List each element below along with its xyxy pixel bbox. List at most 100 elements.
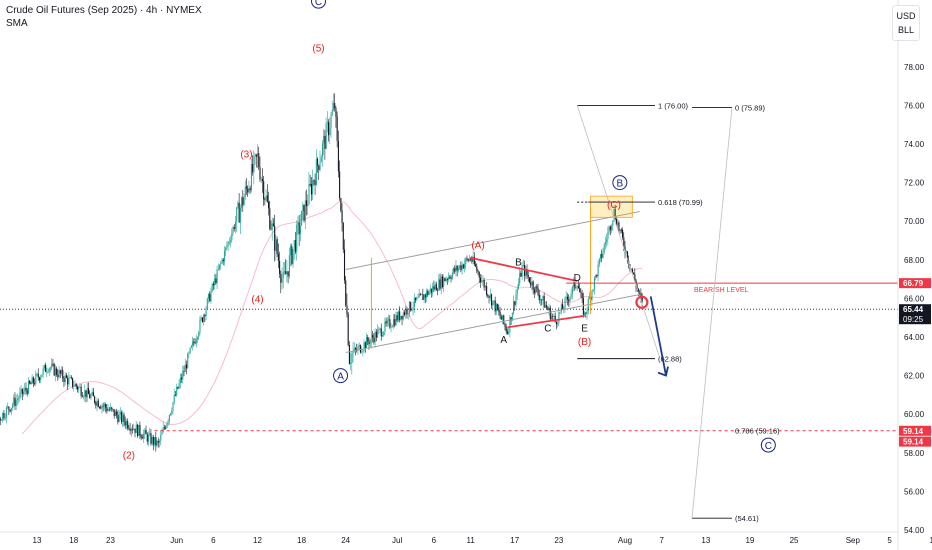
candle-body: [493, 300, 495, 302]
candle-body: [526, 269, 528, 276]
chart-header: Crude Oil Futures (Sep 2025) · 4h · NYME…: [6, 4, 202, 30]
candle-body: [21, 388, 23, 395]
candle-body: [331, 109, 333, 115]
candle-body: [509, 317, 511, 332]
candle-body: [168, 415, 170, 421]
currency-unit-button[interactable]: USD BLL: [892, 5, 920, 41]
candle-body: [494, 300, 496, 312]
candle-body: [303, 204, 305, 221]
candle-body: [438, 279, 440, 291]
candle-body: [84, 390, 86, 397]
candle-body: [457, 267, 459, 271]
candle-body: [450, 278, 452, 279]
candle-body: [94, 396, 96, 403]
candle-body: [336, 116, 338, 141]
candle-body: [146, 434, 148, 442]
candle-body: [286, 271, 288, 275]
candle-body: [276, 239, 278, 255]
candle-body: [298, 222, 300, 235]
candle-body: [49, 367, 52, 369]
candle-body: [199, 319, 201, 333]
candle-body: [553, 316, 555, 317]
wave-circle: [311, 0, 327, 9]
candle-body: [511, 312, 513, 321]
candle-body: [58, 370, 60, 378]
wave-label: (5): [312, 44, 324, 55]
candle-body: [558, 312, 560, 323]
wave-label: D: [574, 273, 581, 284]
candle-body: [503, 315, 505, 324]
candle-body: [467, 259, 469, 261]
price-axis[interactable]: 78.00 76.00 74.00 72.00 70.00 68.00 66.00 64.00…: [897, 0, 932, 550]
fib-label-5461: (54.61): [735, 514, 759, 523]
candle-body: [123, 414, 125, 422]
candle-body: [608, 226, 610, 232]
sma-line: [21, 201, 643, 435]
time-tick-label: 23: [106, 536, 115, 545]
candle-body: [489, 294, 491, 298]
candle-body: [449, 276, 451, 279]
candle-body: [343, 249, 346, 281]
candle-body: [318, 165, 320, 170]
indicator-label[interactable]: SMA: [6, 18, 28, 29]
candle-body: [320, 156, 322, 163]
candle-body: [471, 259, 473, 262]
candle-body: [105, 404, 107, 408]
candle-body: [313, 180, 315, 182]
candle-body: [138, 424, 140, 436]
time-tick-label: 7: [660, 536, 665, 545]
candle-body: [83, 396, 85, 398]
candle-body: [74, 383, 76, 387]
candle-body: [521, 265, 523, 277]
candle-body: [64, 375, 66, 382]
candle-body: [369, 339, 371, 345]
candle-body: [47, 371, 49, 373]
candle-body: [359, 345, 361, 353]
candle-body: [539, 299, 542, 301]
candle-body: [348, 344, 350, 364]
time-axis[interactable]: 13 18 23 Jun 6 12 18 24 Jul 6 11 17 23 Aug 7 13 19 25 Sep 5…: [0, 531, 932, 545]
time-tick-label: Sep: [846, 536, 861, 545]
candle-body: [597, 264, 599, 277]
candle-body: [401, 315, 403, 320]
candle-body: [200, 317, 202, 320]
candle-body: [372, 335, 374, 338]
candle-body: [475, 264, 477, 267]
candle-body: [54, 368, 56, 376]
candle-body: [497, 304, 499, 310]
fib-label-618: 0.618 (70.99): [658, 198, 703, 207]
candle-body: [51, 363, 53, 368]
candle-body: [215, 278, 217, 284]
price-badge-bg: [899, 425, 931, 436]
price-tick-label: 70.00: [904, 217, 925, 226]
candle-body: [101, 405, 103, 409]
candle-body: [157, 441, 159, 443]
candle-body: [10, 407, 12, 412]
candle-body: [464, 263, 466, 269]
candle-body: [612, 220, 614, 226]
candle-body: [613, 209, 615, 221]
candle-body: [165, 427, 167, 429]
candle-body: [114, 411, 116, 417]
candle-body: [582, 298, 584, 315]
candle-body: [355, 348, 357, 350]
time-tick-label: 23: [554, 536, 563, 545]
candle-body: [315, 158, 317, 185]
candle-body: [565, 296, 567, 299]
candle-body: [334, 102, 336, 109]
candle-body: [580, 292, 582, 294]
candle-body: [339, 171, 341, 198]
candle-body: [402, 312, 404, 320]
candle-body: [477, 270, 479, 273]
candle-body: [53, 364, 55, 376]
candle-body: [361, 351, 363, 353]
candle-body: [149, 433, 151, 435]
symbol-title[interactable]: Crude Oil Futures (Sep 2025) · 4h · NYME…: [6, 5, 202, 16]
candle-body: [345, 280, 347, 306]
candle-body: [609, 226, 611, 231]
candle-body: [625, 251, 627, 254]
wave-circle: [760, 437, 776, 453]
candle-body: [110, 407, 112, 410]
